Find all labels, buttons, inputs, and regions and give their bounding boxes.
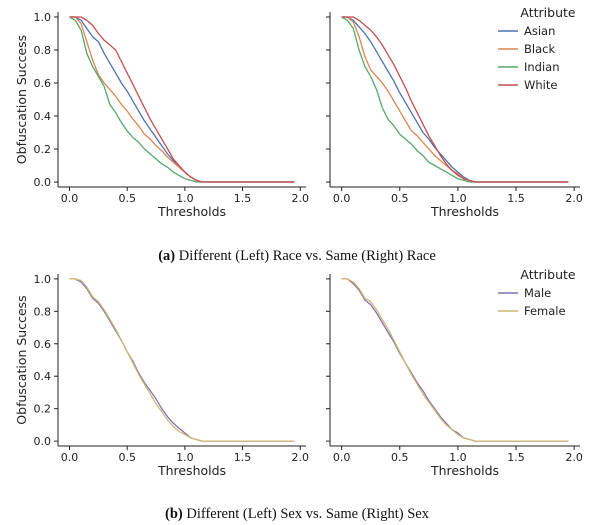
race-left-series-line-asian <box>69 16 295 183</box>
race-left-x-axis-label: Thresholds <box>157 204 226 219</box>
sex-right-x-tick-label: 1.0 <box>449 451 467 464</box>
race-left-y-tick-label: 1.0 <box>34 11 52 24</box>
race-left-series-line-black <box>69 16 295 183</box>
sex-left-series-line-female <box>69 278 295 442</box>
sex-right-series-line-female <box>341 278 569 442</box>
sex-left-x-tick-label: 2.0 <box>291 451 309 464</box>
sex-right-legend-entry-male: Male <box>524 286 551 300</box>
sex-right-x-tick-label: 0.0 <box>333 451 351 464</box>
caption-b-label: (b) <box>165 506 183 522</box>
caption-a: (a) Different (Left) Race vs. Same (Righ… <box>158 248 436 264</box>
sex-left-y-axis-label: Obfuscation Success <box>14 295 29 424</box>
sex-left-y-tick-label: 0.2 <box>34 403 52 416</box>
sex-left-x-tick-label: 1.0 <box>176 451 194 464</box>
race-left-y-tick-label: 0.2 <box>34 143 52 156</box>
race-right-series-line-indian <box>341 16 569 183</box>
race-left-y-tick-label: 0.0 <box>34 176 52 189</box>
race-left-y-tick-label: 0.4 <box>34 110 52 123</box>
caption-b-text: Different (Left) Sex vs. Same (Right) Se… <box>183 506 430 522</box>
sex-right-x-tick-label: 0.5 <box>391 451 409 464</box>
race-right-x-tick-label: 0.5 <box>391 192 409 205</box>
race-left-x-tick-label: 1.5 <box>234 192 252 205</box>
race-right-x-tick-label: 2.0 <box>565 192 583 205</box>
sex-right-legend-entry-female: Female <box>524 304 566 318</box>
sex-left-y-tick-label: 0.0 <box>34 435 52 448</box>
race-left-x-tick-label: 1.0 <box>176 192 194 205</box>
race-left-y-tick-label: 0.8 <box>34 44 52 57</box>
race-right-chart: 0.0 0.5 1.0 1.5 2.0 Thresholds Attribute Asian B… <box>326 5 583 219</box>
race-right-legend-entry-black: Black <box>524 42 555 56</box>
race-right-legend-entry-asian: Asian <box>524 24 555 38</box>
sex-left-x-tick-label: 1.5 <box>234 451 252 464</box>
race-left-chart: 0.0 0.5 1.0 1.5 2.00.00.20.40.60.81.0Thresho… <box>14 11 309 219</box>
race-left-x-tick-label: 2.0 <box>291 192 309 205</box>
race-left-x-tick-label: 0.5 <box>118 192 136 205</box>
race-right-series-line-white <box>341 16 569 183</box>
sex-left-y-tick-label: 0.4 <box>34 370 52 383</box>
sex-left-y-tick-label: 0.8 <box>34 305 52 318</box>
sex-left-y-tick-label: 0.6 <box>34 338 52 351</box>
sex-right-x-tick-label: 1.5 <box>507 451 525 464</box>
sex-right-chart: 0.0 0.5 1.0 1.5 2.0 Thresholds Attribute Male Fe… <box>326 267 583 478</box>
race-right-legend-title: Attribute <box>520 5 576 20</box>
race-right-x-tick-label: 0.0 <box>333 192 351 205</box>
sex-right-x-axis-label: Thresholds <box>430 463 499 478</box>
caption-b: (b) Different (Left) Sex vs. Same (Right… <box>165 506 430 522</box>
caption-a-text: Different (Left) Race vs. Same (Right) R… <box>175 248 436 264</box>
race-right-x-axis-label: Thresholds <box>430 204 499 219</box>
race-left-series-line-white <box>69 16 295 183</box>
sex-left-x-tick-label: 0.0 <box>61 451 79 464</box>
race-right-legend-entry-indian: Indian <box>524 60 560 74</box>
sex-left-y-tick-label: 1.0 <box>34 273 52 286</box>
sex-left-x-axis-label: Thresholds <box>157 463 226 478</box>
sex-right-legend-title: Attribute <box>520 267 576 282</box>
race-left-x-tick-label: 0.0 <box>61 192 79 205</box>
sex-left-series-line-male <box>69 278 295 442</box>
sex-right-x-tick-label: 2.0 <box>565 451 583 464</box>
sex-left-chart: 0.0 0.5 1.0 1.5 2.00.00.20.40.60.81.0Thresho… <box>14 273 309 478</box>
caption-a-label: (a) <box>158 248 175 264</box>
race-right-legend-entry-white: White <box>524 78 557 92</box>
race-right-x-tick-label: 1.5 <box>507 192 525 205</box>
sex-left-x-tick-label: 0.5 <box>118 451 136 464</box>
race-left-series-line-indian <box>69 16 295 183</box>
race-left-y-tick-label: 0.6 <box>34 77 52 90</box>
race-left-y-axis-label: Obfuscation Success <box>14 35 29 164</box>
race-right-x-tick-label: 1.0 <box>449 192 467 205</box>
